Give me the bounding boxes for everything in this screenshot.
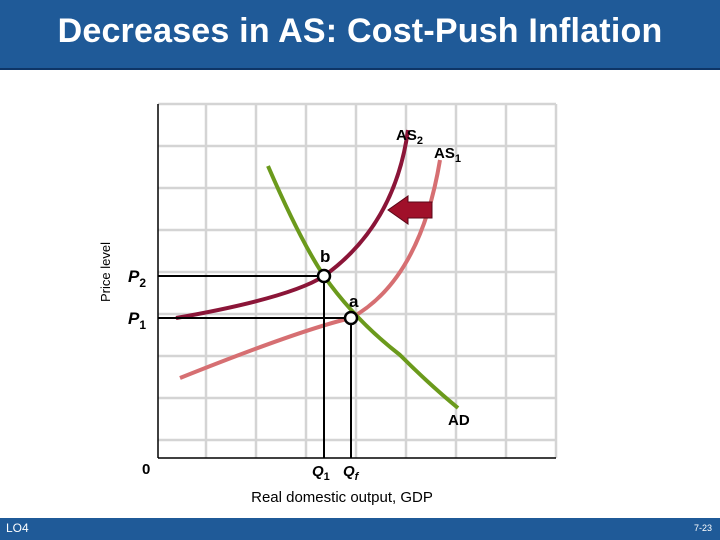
grid (158, 102, 558, 458)
p1-label: P1 (128, 309, 146, 332)
qf-label: Qf (343, 463, 360, 483)
ad-label: AD (448, 412, 470, 429)
p2-label: P2 (128, 267, 146, 290)
footer-page-number: 7-23 (693, 523, 712, 533)
footer-bar: LO4 7-23 (0, 518, 720, 540)
y-axis-label: Price level (98, 242, 113, 302)
ad-curve (266, 165, 460, 410)
point-a-label: a (349, 292, 359, 311)
point-b-marker (316, 268, 332, 284)
origin-label: 0 (142, 461, 150, 478)
title-bar: Decreases in AS: Cost-Push Inflation (0, 0, 720, 70)
as2-curve (175, 129, 410, 320)
as1-label: AS1 (434, 145, 461, 165)
point-b-label: b (320, 247, 330, 266)
slide-title: Decreases in AS: Cost-Push Inflation (57, 12, 663, 50)
as1-curve (179, 159, 442, 380)
as2-label: AS2 (396, 127, 423, 147)
x-axis-label: Real domestic output, GDP (251, 489, 433, 506)
shift-arrow (387, 195, 433, 225)
q1-label: Q1 (312, 463, 330, 483)
point-a-marker (343, 310, 359, 326)
footer-lo-label: LO4 (6, 521, 29, 535)
